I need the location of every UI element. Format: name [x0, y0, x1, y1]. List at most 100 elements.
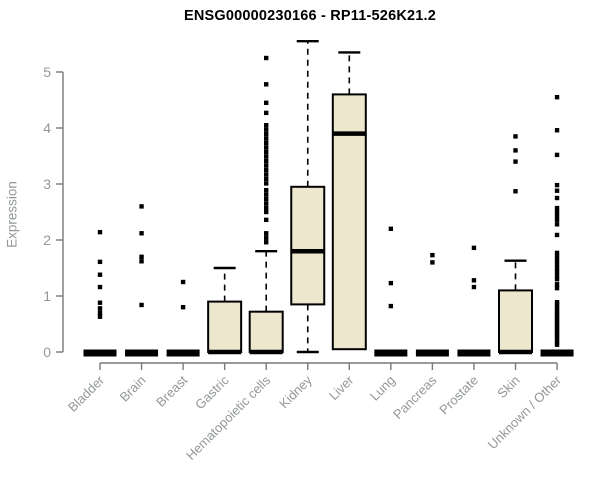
outlier-point — [554, 327, 560, 332]
outlier-point — [554, 277, 560, 282]
x-tick-label: Gastric — [192, 372, 232, 412]
outlier-point — [139, 204, 144, 209]
outlier-point — [264, 217, 269, 223]
chart-title: ENSG00000230166 - RP11-526K21.2 — [183, 8, 437, 24]
outlier-point — [264, 231, 269, 236]
outlier-point — [554, 258, 560, 263]
y-tick-label: 1 — [43, 288, 51, 304]
outlier-point — [264, 167, 269, 173]
x-tick-label: Liver — [326, 372, 357, 403]
y-tick-label: 3 — [43, 176, 51, 192]
outlier-point — [264, 205, 269, 211]
outlier-point — [139, 259, 144, 264]
x-tick-label: Kidney — [276, 372, 315, 411]
outlier-point — [97, 272, 103, 277]
y-tick-label: 5 — [43, 64, 51, 80]
outlier-point — [97, 300, 103, 305]
outlier-point — [264, 235, 269, 240]
box-rect — [207, 300, 243, 354]
outlier-point — [388, 303, 394, 309]
box-rect — [331, 93, 367, 351]
outlier-point — [554, 182, 560, 188]
x-tick-label: Breast — [153, 372, 190, 409]
y-tick-label: 0 — [43, 344, 51, 360]
outlier-point — [264, 172, 269, 177]
outlier-point — [264, 201, 269, 206]
y-tick-label: 2 — [43, 232, 51, 248]
outlier-point — [554, 285, 560, 291]
outlier-point — [513, 134, 518, 139]
outlier-point — [554, 205, 560, 211]
outlier-point — [264, 209, 269, 215]
outlier-point — [264, 181, 269, 186]
outlier-point — [139, 302, 144, 308]
outlier-point — [97, 310, 103, 315]
outlier-point — [554, 312, 560, 317]
collapsed-box — [540, 349, 574, 357]
outlier-point — [554, 332, 560, 337]
outlier-point — [180, 279, 186, 285]
outlier-point — [264, 136, 269, 141]
outlier-point — [264, 100, 269, 105]
outlier-point — [471, 245, 477, 251]
outlier-point — [513, 159, 518, 164]
outlier-point — [554, 128, 560, 133]
box-rect — [290, 185, 326, 306]
outlier-point — [554, 262, 560, 267]
outlier-point — [97, 229, 103, 235]
outlier-point — [554, 273, 560, 279]
outlier-point — [471, 284, 477, 290]
outlier-point — [97, 259, 103, 265]
outlier-point — [264, 131, 269, 137]
outlier-point — [264, 82, 269, 87]
outlier-point — [554, 266, 560, 271]
outlier-point — [264, 158, 269, 164]
outlier-point — [554, 302, 560, 307]
outlier-point — [554, 305, 560, 310]
outlier-point — [264, 154, 269, 159]
collapsed-box — [125, 349, 159, 357]
outlier-point — [264, 192, 269, 197]
outlier-point — [554, 222, 560, 227]
outlier-point — [97, 284, 103, 290]
outlier-point — [554, 95, 560, 100]
outlier-point — [264, 240, 269, 245]
outlier-point — [264, 145, 269, 150]
outlier-point — [264, 196, 269, 202]
x-tick-label: Unknown / Other — [485, 372, 565, 452]
outlier-point — [554, 195, 560, 201]
outlier-point — [264, 163, 269, 168]
collapsed-box — [457, 349, 491, 357]
box-rect — [248, 310, 284, 353]
outlier-point — [554, 334, 560, 340]
outlier-point — [554, 329, 560, 335]
outlier-point — [264, 149, 269, 155]
outlier-point — [554, 299, 560, 305]
outlier-point — [139, 254, 144, 259]
x-tick-label: Prostate — [436, 373, 481, 418]
outlier-point — [554, 307, 560, 312]
outlier-point — [430, 252, 435, 258]
outlier-point — [554, 324, 560, 329]
outlier-point — [554, 337, 560, 342]
outlier-point — [471, 278, 477, 283]
outlier-point — [554, 322, 560, 327]
outlier-point — [264, 176, 269, 182]
x-tick-label: Bladder — [65, 372, 108, 415]
outlier-point — [554, 282, 560, 287]
outlier-point — [430, 260, 435, 265]
outlier-point — [513, 189, 518, 194]
outlier-point — [97, 314, 103, 319]
outlier-point — [388, 280, 394, 286]
outlier-point — [513, 148, 518, 153]
outlier-point — [139, 231, 144, 236]
y-tick-label: 4 — [43, 120, 51, 136]
outlier-point — [180, 305, 186, 310]
outlier-point — [554, 188, 560, 193]
outlier-point — [97, 306, 103, 311]
outlier-point — [554, 340, 560, 345]
outlier-point — [264, 140, 269, 146]
outlier-point — [388, 226, 394, 231]
